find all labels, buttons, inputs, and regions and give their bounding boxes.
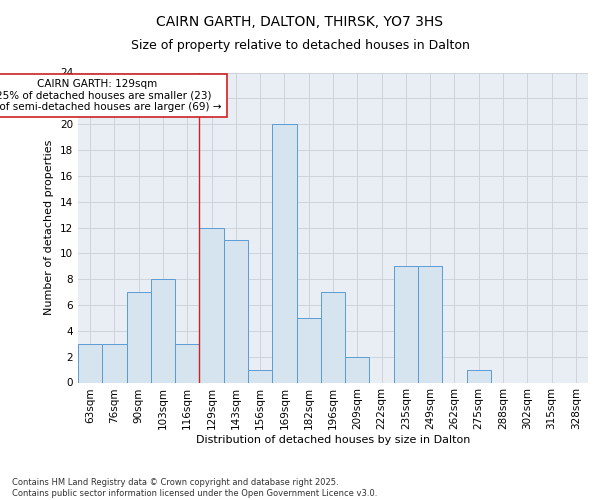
Text: CAIRN GARTH: 129sqm
← 25% of detached houses are smaller (23)
75% of semi-detach: CAIRN GARTH: 129sqm ← 25% of detached ho… [0, 79, 221, 112]
Text: Size of property relative to detached houses in Dalton: Size of property relative to detached ho… [131, 38, 469, 52]
Bar [272, 124, 296, 382]
Bar [151, 279, 175, 382]
Bar [78, 344, 102, 383]
Bar [418, 266, 442, 382]
Bar [127, 292, 151, 382]
Bar [199, 228, 224, 382]
Bar [102, 344, 127, 383]
Bar [175, 344, 199, 383]
X-axis label: Distribution of detached houses by size in Dalton: Distribution of detached houses by size … [196, 435, 470, 445]
Y-axis label: Number of detached properties: Number of detached properties [44, 140, 55, 315]
Bar [296, 318, 321, 382]
Bar [467, 370, 491, 382]
Bar [321, 292, 345, 382]
Bar [394, 266, 418, 382]
Text: Contains HM Land Registry data © Crown copyright and database right 2025.
Contai: Contains HM Land Registry data © Crown c… [12, 478, 377, 498]
Bar [224, 240, 248, 382]
Bar [345, 356, 370, 382]
Bar [248, 370, 272, 382]
Text: CAIRN GARTH, DALTON, THIRSK, YO7 3HS: CAIRN GARTH, DALTON, THIRSK, YO7 3HS [157, 16, 443, 30]
